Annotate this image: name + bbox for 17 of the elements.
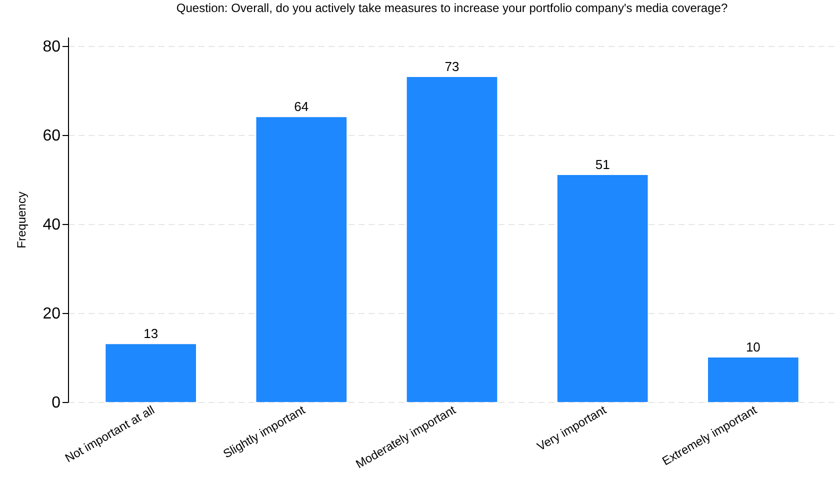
bar — [406, 77, 498, 402]
y-axis-title: Frequency — [14, 192, 29, 248]
bar — [106, 344, 196, 402]
bar — [557, 174, 648, 402]
bar — [256, 117, 347, 402]
data-label: 10 — [746, 339, 760, 354]
y-tick-label: 80 — [42, 38, 61, 56]
data-label: 51 — [595, 156, 610, 172]
y-tick-label: 20 — [42, 305, 61, 322]
data-label: 73 — [444, 59, 460, 74]
chart-title: Question: Overall, do you actively take measures to increase your portfolio company's media coverage? — [176, 1, 728, 15]
data-label: 13 — [144, 326, 158, 342]
bar — [708, 357, 798, 402]
y-tick-label: 60 — [42, 127, 61, 144]
y-tick-label: 40 — [42, 216, 61, 234]
data-label: 64 — [294, 99, 309, 114]
y-tick-label: 0 — [52, 394, 61, 412]
